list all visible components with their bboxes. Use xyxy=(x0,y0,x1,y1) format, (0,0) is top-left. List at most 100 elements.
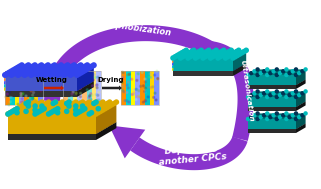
Circle shape xyxy=(46,107,51,113)
Circle shape xyxy=(82,64,88,69)
Circle shape xyxy=(4,71,10,77)
Circle shape xyxy=(109,102,115,108)
Circle shape xyxy=(157,86,159,88)
Circle shape xyxy=(22,93,24,95)
Circle shape xyxy=(82,106,88,112)
Circle shape xyxy=(10,108,15,114)
Circle shape xyxy=(100,103,106,109)
Circle shape xyxy=(59,103,65,109)
Circle shape xyxy=(297,115,301,119)
Circle shape xyxy=(45,66,51,72)
Circle shape xyxy=(21,65,27,71)
Circle shape xyxy=(200,55,206,61)
Circle shape xyxy=(46,70,51,76)
Circle shape xyxy=(30,101,36,106)
Circle shape xyxy=(249,93,253,97)
Bar xyxy=(77,71,82,105)
Circle shape xyxy=(229,47,234,53)
Circle shape xyxy=(175,53,180,58)
Circle shape xyxy=(19,111,24,117)
Circle shape xyxy=(73,111,79,117)
Circle shape xyxy=(300,91,305,95)
Circle shape xyxy=(41,110,47,115)
Circle shape xyxy=(135,98,137,101)
Polygon shape xyxy=(248,79,306,85)
Circle shape xyxy=(92,79,94,81)
Circle shape xyxy=(265,95,269,99)
Circle shape xyxy=(62,110,67,115)
Circle shape xyxy=(48,102,54,108)
Circle shape xyxy=(114,99,119,105)
Circle shape xyxy=(35,110,40,115)
Circle shape xyxy=(131,78,133,80)
Circle shape xyxy=(191,47,196,53)
Circle shape xyxy=(56,67,62,73)
Circle shape xyxy=(79,76,81,78)
Polygon shape xyxy=(4,77,5,81)
Circle shape xyxy=(23,108,29,114)
Circle shape xyxy=(91,101,97,106)
Circle shape xyxy=(22,72,28,78)
Circle shape xyxy=(41,106,47,112)
Circle shape xyxy=(127,74,129,76)
Circle shape xyxy=(239,50,245,56)
Circle shape xyxy=(97,94,99,96)
Circle shape xyxy=(126,100,128,102)
Circle shape xyxy=(287,115,292,119)
Circle shape xyxy=(234,49,239,54)
Circle shape xyxy=(98,101,100,103)
Polygon shape xyxy=(8,122,117,134)
Circle shape xyxy=(46,111,51,117)
Circle shape xyxy=(84,108,90,114)
Text: Depositing
another CPCs: Depositing another CPCs xyxy=(157,141,227,167)
Circle shape xyxy=(128,101,130,103)
Circle shape xyxy=(31,70,33,72)
Circle shape xyxy=(36,64,42,69)
Circle shape xyxy=(12,107,18,113)
Circle shape xyxy=(249,115,253,119)
Circle shape xyxy=(154,92,156,94)
Circle shape xyxy=(41,106,47,112)
Circle shape xyxy=(127,81,129,83)
Circle shape xyxy=(294,95,298,99)
Circle shape xyxy=(80,103,85,109)
Polygon shape xyxy=(8,134,96,140)
Circle shape xyxy=(274,111,279,116)
Text: Wetting: Wetting xyxy=(36,77,68,83)
Circle shape xyxy=(98,79,100,81)
Circle shape xyxy=(32,97,34,99)
Circle shape xyxy=(23,81,25,83)
Circle shape xyxy=(265,67,269,72)
Polygon shape xyxy=(172,57,173,61)
Circle shape xyxy=(48,68,54,74)
Polygon shape xyxy=(96,122,117,140)
Polygon shape xyxy=(248,129,296,133)
Circle shape xyxy=(93,73,95,75)
Circle shape xyxy=(144,88,146,90)
Circle shape xyxy=(133,92,135,94)
Circle shape xyxy=(35,110,40,115)
Circle shape xyxy=(23,67,30,73)
Circle shape xyxy=(39,99,45,105)
Circle shape xyxy=(126,91,128,94)
Circle shape xyxy=(39,103,45,109)
Polygon shape xyxy=(296,79,306,89)
Circle shape xyxy=(39,107,45,113)
Circle shape xyxy=(100,107,106,113)
Circle shape xyxy=(135,88,137,90)
Circle shape xyxy=(80,107,85,113)
Circle shape xyxy=(56,71,63,77)
Circle shape xyxy=(210,54,215,60)
Polygon shape xyxy=(172,65,173,68)
Circle shape xyxy=(8,91,10,93)
Circle shape xyxy=(281,91,285,95)
Circle shape xyxy=(59,107,65,113)
Circle shape xyxy=(26,99,31,105)
Circle shape xyxy=(93,103,99,109)
Circle shape xyxy=(84,105,90,110)
Bar xyxy=(63,71,68,105)
Circle shape xyxy=(148,86,150,88)
Circle shape xyxy=(19,103,24,109)
Circle shape xyxy=(294,111,298,116)
Circle shape xyxy=(28,68,34,74)
